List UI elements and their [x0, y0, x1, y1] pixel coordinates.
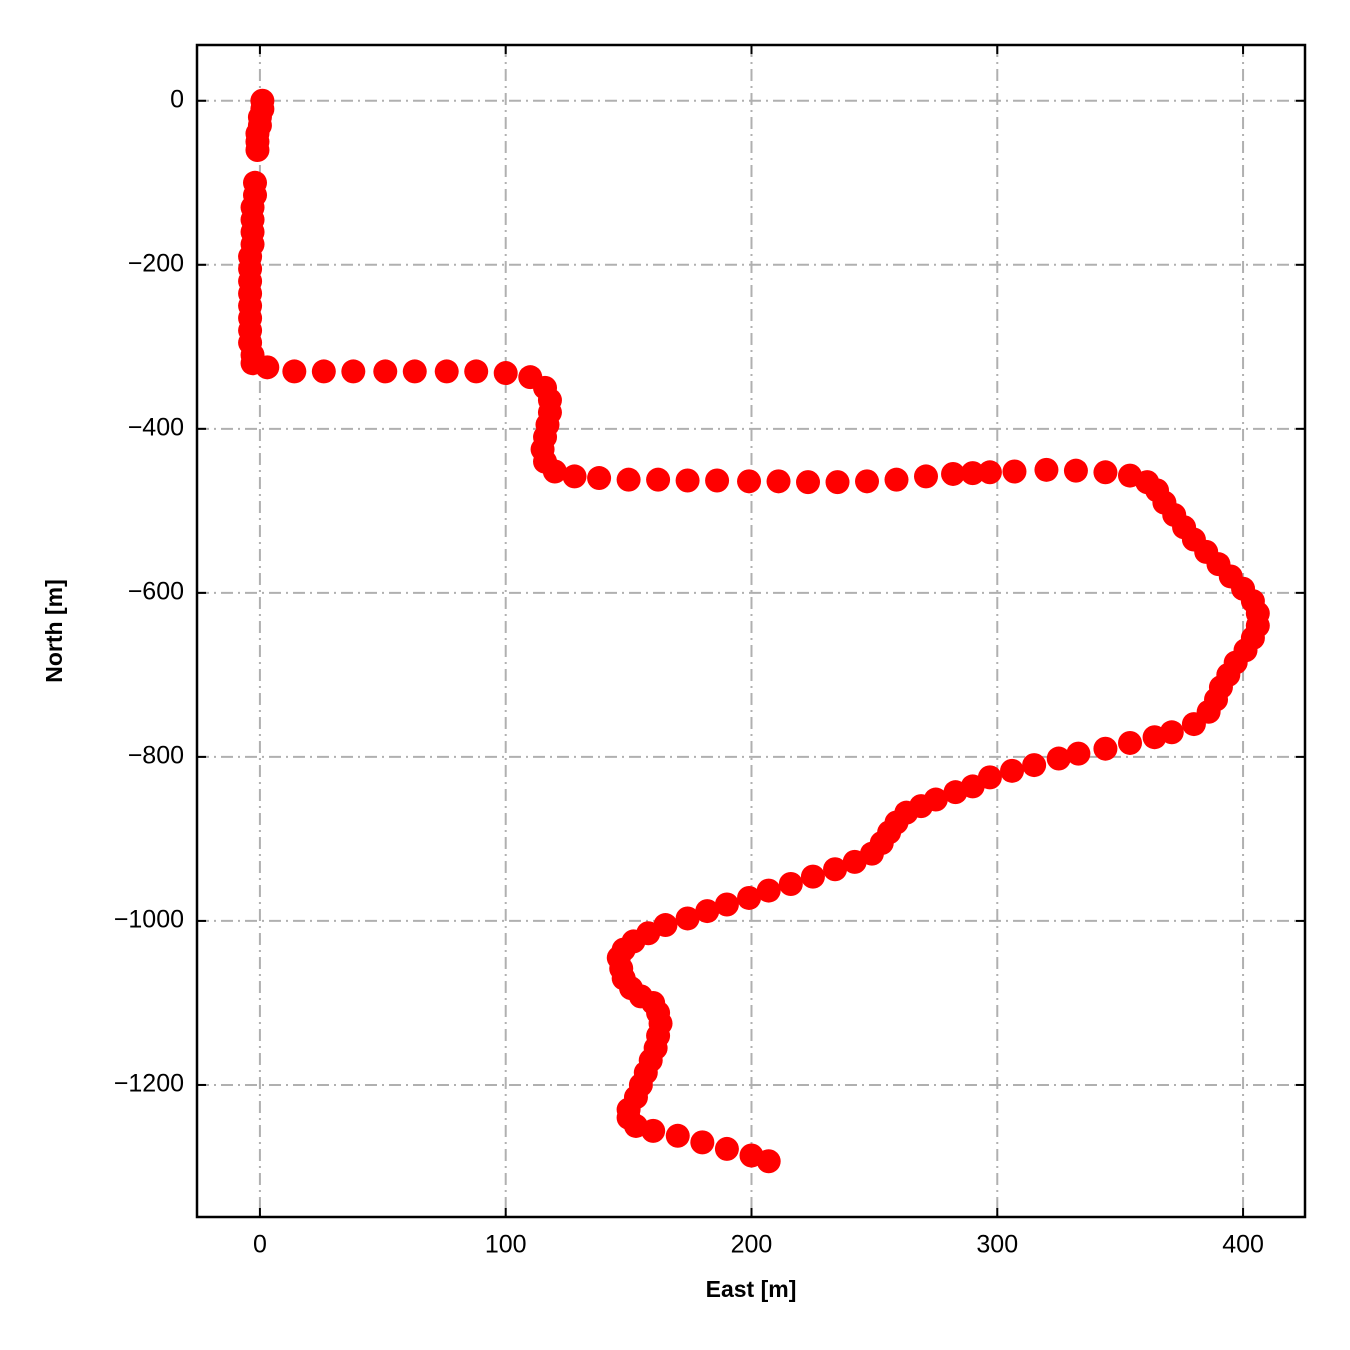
point: [282, 359, 307, 384]
point: [756, 878, 781, 903]
point: [402, 359, 427, 384]
point: [705, 468, 730, 493]
point: [977, 460, 1002, 485]
point: [587, 466, 612, 491]
point: [714, 1136, 739, 1161]
point: [1002, 459, 1027, 484]
point: [884, 467, 909, 492]
point: [737, 469, 762, 494]
point: [756, 1149, 781, 1174]
point: [1118, 730, 1143, 755]
y-tick-label: −1200: [114, 1070, 184, 1098]
y-tick-label: −600: [128, 577, 184, 605]
point: [646, 467, 671, 492]
y-tick-label: 0: [170, 85, 184, 113]
point: [542, 459, 567, 484]
point: [823, 857, 848, 882]
plot-frame: [195, 43, 1307, 1219]
point: [960, 461, 985, 486]
point: [913, 464, 938, 489]
point: [641, 1118, 666, 1143]
point: [1046, 746, 1071, 771]
point: [825, 470, 850, 495]
x-axis-label: East [m]: [706, 1276, 797, 1302]
y-axis-label: North [m]: [41, 579, 67, 682]
point: [766, 469, 791, 494]
y-tick-label: −200: [128, 249, 184, 277]
x-tick-label: 300: [976, 1231, 1018, 1259]
point: [675, 468, 700, 493]
point: [434, 359, 459, 384]
point: [311, 359, 336, 384]
point: [341, 359, 366, 384]
point: [665, 1123, 690, 1148]
point: [562, 464, 587, 489]
point: [464, 359, 489, 384]
point: [1000, 758, 1025, 783]
point: [778, 872, 803, 897]
point: [616, 467, 641, 492]
point: [493, 361, 518, 386]
y-tick-label: −400: [128, 413, 184, 441]
point: [842, 849, 867, 874]
point: [690, 1130, 715, 1155]
point: [675, 906, 700, 931]
point: [1142, 725, 1167, 750]
point: [943, 780, 968, 805]
point: [373, 359, 398, 384]
point: [800, 864, 825, 889]
point: [796, 470, 821, 495]
x-tick-label: 200: [731, 1231, 773, 1259]
point: [1093, 460, 1118, 485]
point: [1093, 736, 1118, 761]
point: [1022, 753, 1047, 778]
x-tick-label: 400: [1222, 1231, 1264, 1259]
point: [1066, 741, 1091, 766]
y-tick-label: −800: [128, 742, 184, 770]
point: [714, 892, 739, 917]
point: [737, 885, 762, 910]
point: [695, 899, 720, 924]
point: [1034, 457, 1059, 482]
y-tick-label: −1000: [114, 906, 184, 934]
point: [1181, 712, 1206, 737]
point: [855, 469, 880, 494]
x-tick-label: 100: [485, 1231, 527, 1259]
point: [245, 137, 270, 162]
point: [941, 461, 966, 486]
point: [1063, 458, 1088, 483]
point: [255, 355, 280, 380]
x-tick-label: 0: [253, 1231, 267, 1259]
